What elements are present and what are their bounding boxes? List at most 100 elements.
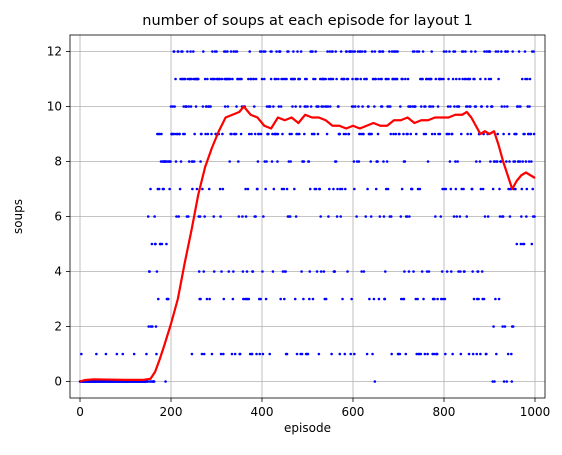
scatter-point [519, 105, 522, 108]
scatter-point [515, 242, 519, 246]
scatter-point [158, 132, 161, 136]
scatter-point [457, 270, 460, 273]
scatter-point [443, 297, 447, 301]
scatter-point [414, 105, 417, 108]
scatter-point [318, 187, 322, 191]
scatter-point [95, 352, 98, 356]
scatter-point [420, 270, 424, 273]
scatter-point [160, 242, 164, 246]
scatter-point [452, 215, 456, 218]
scatter-point [371, 352, 374, 356]
scatter-point [178, 187, 182, 191]
scatter-point [337, 105, 340, 108]
scatter-point [192, 160, 196, 163]
scatter-point [485, 352, 488, 356]
scatter-point [298, 132, 301, 136]
scatter-point [530, 160, 533, 163]
scatter-point [160, 132, 163, 136]
scatter-point [263, 50, 267, 53]
scatter-point [515, 132, 518, 136]
scatter-point [373, 105, 376, 108]
scatter-point [300, 270, 303, 273]
scatter-point [355, 215, 358, 218]
scatter-point [204, 132, 207, 136]
scatter-point [361, 105, 364, 108]
scatter-point [228, 160, 231, 163]
scatter-point [469, 50, 473, 53]
scatter-point [370, 132, 373, 136]
scatter-point [527, 132, 530, 136]
scatter-point [426, 352, 429, 356]
scatter-point [299, 50, 303, 53]
scatter-point [315, 270, 319, 273]
scatter-point [189, 105, 193, 108]
scatter-point [313, 77, 317, 81]
scatter-point [426, 160, 430, 163]
scatter-point [190, 77, 193, 81]
scatter-point [502, 132, 505, 136]
scatter-point [302, 160, 306, 163]
scatter-point [492, 325, 495, 328]
scatter-point [353, 187, 356, 191]
scatter-point [528, 77, 532, 81]
scatter-point [485, 105, 489, 108]
scatter-point [198, 215, 202, 218]
scatter-point [533, 215, 536, 218]
scatter-point [132, 352, 136, 356]
scatter-point [390, 352, 393, 356]
scatter-point [507, 132, 511, 136]
scatter-point [226, 50, 229, 53]
scatter-point [353, 352, 356, 356]
scatter-point [382, 160, 385, 163]
scatter-point [187, 105, 191, 108]
scatter-point [307, 160, 311, 163]
scatter-point [384, 270, 387, 273]
scatter-point [329, 77, 333, 81]
scatter-point [235, 50, 239, 53]
scatter-point [356, 77, 359, 81]
scatter-point [171, 132, 175, 136]
scatter-point [394, 132, 398, 136]
moving-average-series [79, 105, 536, 383]
scatter-point [481, 187, 485, 191]
scatter-point [226, 105, 230, 108]
scatter-point [205, 297, 209, 301]
scatter-point [399, 105, 402, 108]
scatter-point [384, 187, 388, 191]
scatter-point [484, 77, 487, 81]
scatter-point [259, 297, 262, 301]
scatter-point [438, 132, 442, 136]
scatter-point [494, 50, 498, 53]
scatter-point [268, 352, 272, 356]
scatter-point [435, 352, 439, 356]
scatter-point [353, 50, 357, 53]
scatter-point [183, 77, 187, 81]
scatter-point [400, 187, 404, 191]
scatter-points [78, 50, 536, 383]
scatter-point [501, 325, 504, 328]
scatter-point [359, 132, 363, 136]
scatter-point [474, 105, 478, 108]
scatter-point [338, 352, 342, 356]
y-tick-label: 8 [54, 155, 62, 169]
scatter-point [502, 380, 506, 383]
scatter-point [155, 270, 159, 273]
scatter-point [398, 352, 402, 356]
scatter-point [277, 77, 280, 81]
scatter-point [285, 352, 289, 356]
scatter-point [293, 187, 296, 191]
scatter-point [376, 160, 379, 163]
scatter-point [277, 105, 281, 108]
scatter-point [532, 50, 535, 53]
scatter-point [218, 77, 221, 81]
scatter-point [454, 187, 458, 191]
scatter-point [309, 105, 313, 108]
scatter-point [291, 105, 294, 108]
scatter-point [386, 187, 390, 191]
scatter-point [432, 352, 436, 356]
scatter-point [244, 215, 248, 218]
scatter-point [234, 132, 238, 136]
scatter-point [389, 132, 393, 136]
scatter-point [519, 242, 523, 246]
